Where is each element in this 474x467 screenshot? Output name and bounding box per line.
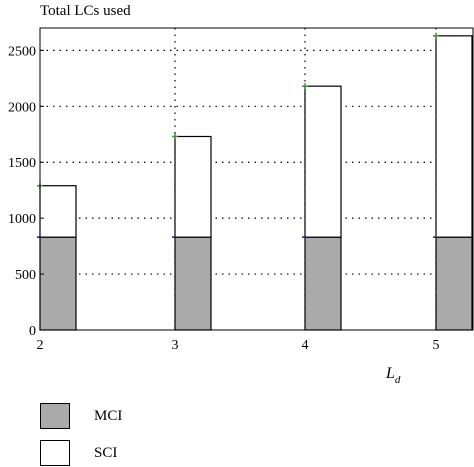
y-axis-label: Total LCs used <box>40 3 131 19</box>
x-tick-label: 3 <box>172 338 179 353</box>
y-tick-label: 2000 <box>8 100 36 115</box>
y-tick-labels: 0 500 1000 1500 2000 2500 <box>8 44 44 339</box>
bar-mci-5 <box>435 236 473 331</box>
legend-label-sci: SCI <box>94 444 118 461</box>
grid-lines <box>40 28 473 330</box>
x-tick-label: 4 <box>302 338 309 353</box>
x-tick-label: 2 <box>37 338 44 353</box>
legend-swatch-mci <box>40 403 70 429</box>
bar-mci-4 <box>304 236 342 331</box>
bar-sci-2 <box>39 185 77 238</box>
y-tick-label: 500 <box>15 268 36 283</box>
bar-sci-4 <box>304 85 342 238</box>
y-tick-label: 1000 <box>8 212 36 227</box>
stacked-bar-chart: 0 500 1000 1500 2000 2500 2 3 4 5 Total LCs used… <box>8 3 474 386</box>
x-tick-labels: 2 3 4 5 <box>37 338 440 353</box>
bar-mci-3 <box>174 236 212 331</box>
legend-swatch-sci <box>40 440 70 466</box>
bar-sci-3 <box>174 135 212 238</box>
legend-item-mci: MCI <box>40 403 122 429</box>
legend-label-mci: MCI <box>94 407 123 424</box>
x-tick-label: 5 <box>433 338 440 353</box>
y-tick-label: 1500 <box>8 156 36 171</box>
bar-sci-5 <box>435 35 473 238</box>
legend-item-sci: SCI <box>40 440 117 466</box>
x-axis-label: Ld <box>385 365 401 386</box>
total-markers <box>37 32 439 189</box>
bar-mci-2 <box>39 236 77 331</box>
plot-frame <box>39 27 474 331</box>
bars <box>37 35 473 331</box>
y-tick-label: 0 <box>29 324 36 339</box>
y-tick-label: 2500 <box>8 44 36 59</box>
